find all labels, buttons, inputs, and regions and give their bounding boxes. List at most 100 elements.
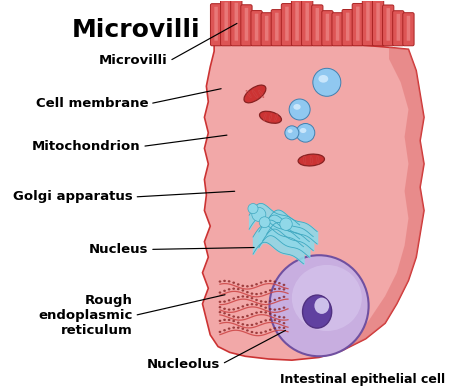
Ellipse shape [241, 316, 244, 318]
Ellipse shape [223, 329, 226, 331]
Ellipse shape [264, 280, 267, 282]
Ellipse shape [269, 319, 272, 321]
Ellipse shape [283, 316, 285, 319]
Ellipse shape [232, 320, 235, 322]
Ellipse shape [283, 296, 285, 298]
FancyBboxPatch shape [362, 0, 374, 46]
Ellipse shape [319, 75, 328, 83]
Ellipse shape [251, 331, 253, 333]
Ellipse shape [237, 296, 240, 298]
Ellipse shape [248, 204, 258, 214]
Ellipse shape [269, 329, 272, 331]
Ellipse shape [246, 304, 249, 306]
Ellipse shape [264, 307, 267, 309]
FancyBboxPatch shape [397, 14, 400, 41]
Text: Intestinal epithelial cell: Intestinal epithelial cell [280, 373, 446, 386]
Ellipse shape [300, 128, 306, 133]
Ellipse shape [241, 305, 244, 308]
FancyBboxPatch shape [305, 3, 309, 41]
Ellipse shape [289, 99, 310, 120]
Text: Microvilli: Microvilli [99, 55, 167, 67]
Ellipse shape [237, 316, 240, 319]
Ellipse shape [255, 312, 258, 314]
Ellipse shape [246, 315, 249, 317]
Ellipse shape [219, 280, 221, 283]
Ellipse shape [273, 319, 276, 321]
Ellipse shape [219, 291, 221, 294]
Text: Rough
endoplasmic
reticulum: Rough endoplasmic reticulum [38, 294, 133, 337]
Ellipse shape [278, 287, 281, 290]
FancyBboxPatch shape [292, 0, 303, 46]
Ellipse shape [251, 313, 253, 316]
Ellipse shape [241, 328, 244, 330]
Ellipse shape [278, 326, 281, 329]
FancyBboxPatch shape [235, 3, 238, 41]
FancyBboxPatch shape [342, 9, 353, 46]
Ellipse shape [288, 129, 292, 133]
Ellipse shape [283, 322, 285, 324]
Polygon shape [350, 47, 424, 347]
FancyBboxPatch shape [271, 10, 283, 46]
Text: Mitochondrion: Mitochondrion [32, 140, 140, 153]
Ellipse shape [260, 300, 263, 303]
Ellipse shape [228, 319, 230, 321]
Ellipse shape [273, 308, 276, 311]
FancyBboxPatch shape [275, 13, 279, 41]
Ellipse shape [241, 295, 244, 298]
Ellipse shape [219, 301, 221, 303]
Ellipse shape [251, 324, 253, 326]
Ellipse shape [269, 280, 272, 282]
Ellipse shape [228, 299, 230, 301]
Ellipse shape [293, 104, 301, 110]
Ellipse shape [283, 307, 285, 309]
Ellipse shape [269, 312, 272, 315]
Ellipse shape [264, 319, 267, 322]
Ellipse shape [273, 280, 276, 283]
FancyBboxPatch shape [392, 11, 404, 46]
FancyBboxPatch shape [220, 0, 232, 46]
Ellipse shape [223, 308, 226, 310]
Ellipse shape [223, 319, 226, 321]
Text: Nucleus: Nucleus [89, 243, 148, 256]
Ellipse shape [255, 293, 258, 295]
FancyBboxPatch shape [352, 4, 364, 46]
FancyBboxPatch shape [403, 13, 414, 46]
FancyBboxPatch shape [407, 16, 410, 41]
Ellipse shape [228, 308, 230, 311]
Ellipse shape [278, 308, 281, 310]
Ellipse shape [273, 314, 276, 317]
Ellipse shape [246, 329, 249, 331]
Ellipse shape [278, 297, 281, 299]
Ellipse shape [237, 307, 240, 309]
FancyBboxPatch shape [241, 5, 252, 46]
Ellipse shape [232, 308, 235, 310]
Ellipse shape [251, 303, 253, 305]
Ellipse shape [269, 300, 272, 303]
Ellipse shape [219, 311, 221, 313]
Ellipse shape [232, 287, 235, 290]
Ellipse shape [302, 295, 332, 328]
Ellipse shape [255, 303, 258, 306]
Ellipse shape [280, 218, 292, 230]
Ellipse shape [285, 126, 299, 140]
FancyBboxPatch shape [251, 11, 262, 46]
Ellipse shape [241, 285, 244, 287]
Ellipse shape [251, 297, 253, 300]
FancyBboxPatch shape [265, 16, 268, 41]
Ellipse shape [260, 292, 263, 295]
Ellipse shape [232, 282, 235, 284]
Ellipse shape [246, 324, 249, 326]
Ellipse shape [260, 321, 263, 323]
Ellipse shape [232, 298, 235, 300]
Ellipse shape [223, 300, 226, 303]
FancyBboxPatch shape [231, 0, 242, 46]
Ellipse shape [251, 292, 253, 295]
Ellipse shape [292, 265, 362, 331]
Ellipse shape [264, 301, 267, 303]
FancyBboxPatch shape [376, 3, 380, 41]
Ellipse shape [270, 255, 369, 356]
Ellipse shape [228, 288, 230, 291]
FancyBboxPatch shape [316, 8, 319, 41]
FancyBboxPatch shape [366, 2, 370, 41]
Ellipse shape [246, 296, 249, 298]
